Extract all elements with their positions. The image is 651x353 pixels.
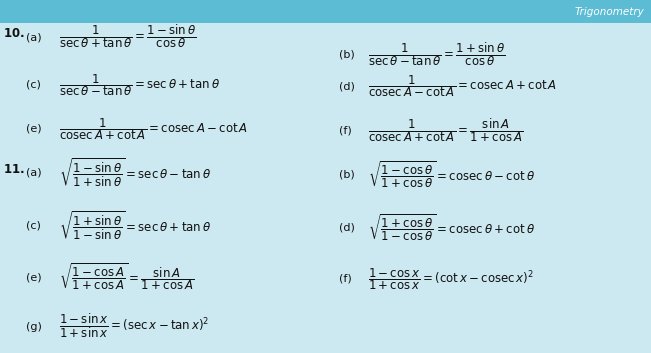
Text: (d): (d) [339, 223, 354, 233]
Text: $\sqrt{\dfrac{1+\cos\theta}{1-\cos\theta}}=\mathrm{cosec}\,\theta+\cot\theta$: $\sqrt{\dfrac{1+\cos\theta}{1-\cos\theta… [368, 213, 534, 243]
Text: (a): (a) [26, 168, 42, 178]
Text: $\mathbf{11.}$: $\mathbf{11.}$ [3, 163, 25, 176]
Text: $\mathbf{10.}$: $\mathbf{10.}$ [3, 27, 25, 40]
Text: $\dfrac{1}{\mathrm{cosec}\,A+\cot A}=\mathrm{cosec}\,A-\cot A$: $\dfrac{1}{\mathrm{cosec}\,A+\cot A}=\ma… [59, 116, 248, 142]
Text: $\sqrt{\dfrac{1-\sin\theta}{1+\sin\theta}}=\sec\theta-\tan\theta$: $\sqrt{\dfrac{1-\sin\theta}{1+\sin\theta… [59, 157, 211, 189]
FancyBboxPatch shape [0, 0, 651, 23]
Text: Trigonometry: Trigonometry [575, 7, 644, 17]
Text: (c): (c) [26, 221, 41, 231]
Text: (c): (c) [26, 80, 41, 90]
Text: (e): (e) [26, 124, 42, 134]
Text: (a): (a) [26, 32, 42, 42]
Text: $\sqrt{\dfrac{1-\cos\theta}{1+\cos\theta}}=\mathrm{cosec}\,\theta-\cot\theta$: $\sqrt{\dfrac{1-\cos\theta}{1+\cos\theta… [368, 160, 534, 190]
Text: (b): (b) [339, 170, 354, 180]
Text: $\dfrac{1-\sin x}{1+\sin x}=(\sec x-\tan x)^{2}$: $\dfrac{1-\sin x}{1+\sin x}=(\sec x-\tan… [59, 313, 209, 340]
Text: $\sqrt{\dfrac{1-\cos A}{1+\cos A}}=\dfrac{\sin A}{1+\cos A}$: $\sqrt{\dfrac{1-\cos A}{1+\cos A}}=\dfra… [59, 262, 194, 292]
Text: (g): (g) [26, 322, 42, 331]
Text: $\dfrac{1}{\sec\theta+\tan\theta}=\dfrac{1-\sin\theta}{\cos\theta}$: $\dfrac{1}{\sec\theta+\tan\theta}=\dfrac… [59, 24, 196, 50]
Text: $\dfrac{1}{\mathrm{cosec}\,A+\cot A}=\dfrac{\sin A}{1+\cos A}$: $\dfrac{1}{\mathrm{cosec}\,A+\cot A}=\df… [368, 117, 523, 144]
Text: $\dfrac{1}{\sec\theta-\tan\theta}=\sec\theta+\tan\theta$: $\dfrac{1}{\sec\theta-\tan\theta}=\sec\t… [59, 72, 219, 97]
Text: (e): (e) [26, 272, 42, 282]
Text: $\sqrt{\dfrac{1+\sin\theta}{1-\sin\theta}}=\sec\theta+\tan\theta$: $\sqrt{\dfrac{1+\sin\theta}{1-\sin\theta… [59, 210, 211, 242]
Text: $\dfrac{1}{\sec\theta-\tan\theta}=\dfrac{1+\sin\theta}{\cos\theta}$: $\dfrac{1}{\sec\theta-\tan\theta}=\dfrac… [368, 41, 505, 68]
Text: $\dfrac{1-\cos x}{1+\cos x}=(\cot x-\mathrm{cosec}\,x)^{2}$: $\dfrac{1-\cos x}{1+\cos x}=(\cot x-\mat… [368, 266, 534, 292]
Text: (d): (d) [339, 82, 354, 91]
Text: $\dfrac{1}{\mathrm{cosec}\,A-\cot A}=\mathrm{cosec}\,A+\cot A$: $\dfrac{1}{\mathrm{cosec}\,A-\cot A}=\ma… [368, 74, 557, 99]
Text: (b): (b) [339, 50, 354, 60]
Text: (f): (f) [339, 126, 352, 136]
Text: (f): (f) [339, 274, 352, 284]
